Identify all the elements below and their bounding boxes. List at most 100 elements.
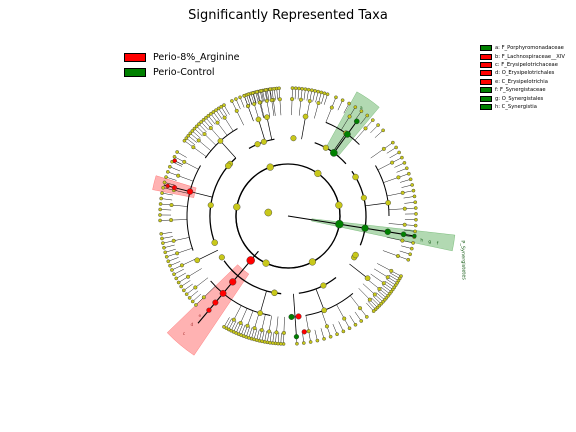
branch-link (223, 317, 230, 327)
branch-link (376, 292, 385, 301)
branch-link (323, 94, 328, 105)
branch-link (174, 156, 199, 170)
branch-link (274, 88, 276, 100)
taxon-node (302, 113, 309, 120)
branch-link (394, 162, 405, 168)
taxon-node (250, 91, 255, 95)
branch-link (354, 311, 362, 322)
branch-link (259, 290, 267, 314)
branch-link (192, 293, 202, 302)
branch-link (261, 90, 264, 102)
branch-link (267, 315, 272, 343)
branch-link (367, 301, 376, 310)
taxon-node (411, 188, 416, 193)
taxon-node (313, 89, 317, 93)
branch-link (160, 219, 188, 221)
taxon-node (290, 97, 295, 102)
taxon-node (242, 93, 247, 98)
branch-link (248, 94, 253, 105)
branch-link (192, 130, 201, 139)
clade-arc (209, 157, 237, 246)
taxon-node (229, 278, 237, 286)
branch-link (401, 245, 412, 249)
group-legend: Perio-8%_Arginine Perio-Control (124, 50, 239, 80)
branch-link (332, 323, 338, 335)
taxon-node (322, 144, 329, 151)
taxa-legend-item: e: C_Erysipelotrichia (480, 78, 565, 86)
taxon-node (197, 122, 201, 126)
branch-link (259, 314, 266, 341)
branch-link (382, 284, 392, 292)
taxon-node (252, 101, 257, 106)
taxa-label: b: F_Lachnospiraceae__XIV (495, 53, 565, 60)
branch-link (275, 316, 279, 344)
sector-letter: g (428, 240, 431, 245)
taxon-node (274, 330, 279, 335)
branch-link (366, 302, 374, 312)
clade-arc (210, 280, 271, 316)
taxon-node (385, 275, 390, 280)
sector-letter: f (437, 240, 439, 246)
branch-link (343, 103, 350, 114)
branch-link (340, 107, 356, 131)
branch-link (276, 88, 278, 100)
chart-title: Significantly Represented Taxa (188, 8, 388, 23)
branch-link (223, 105, 230, 115)
taxon-node (211, 110, 216, 114)
branch-link (203, 119, 222, 141)
taxon-node (341, 329, 346, 334)
taxon-node (295, 341, 299, 346)
branch-link (277, 332, 280, 344)
taxon-node (168, 164, 172, 169)
taxon-node (161, 185, 165, 190)
branch-link (303, 89, 306, 101)
branch-link (399, 250, 411, 255)
branch-link (382, 250, 409, 260)
taxon-node (271, 289, 278, 297)
branch-link (205, 117, 214, 127)
branch-link (178, 268, 202, 283)
taxon-node (394, 145, 398, 150)
taxon-node (160, 236, 164, 241)
taxon-node (238, 320, 243, 325)
taxon-node (364, 275, 371, 281)
branch-link (240, 324, 246, 336)
branch-link (210, 113, 228, 136)
sector-letter: a (360, 106, 363, 111)
branch-link (238, 323, 244, 335)
taxon-node (324, 324, 329, 329)
branch-link (188, 135, 197, 143)
sector-label-synergistetes: P_Synergistetes (459, 240, 466, 280)
taxon-node (162, 180, 167, 185)
taxon-node (216, 106, 221, 111)
taxon-node (290, 135, 297, 142)
taxa-label: h: C_Synergistia (495, 103, 537, 110)
taxon-node (257, 310, 263, 316)
clade-arc (375, 165, 390, 217)
taxon-node (293, 334, 300, 340)
taxon-node (409, 246, 414, 251)
taxon-node (252, 326, 257, 331)
taxon-node (347, 101, 351, 106)
taxon-node (206, 307, 212, 313)
taxon-node (190, 299, 195, 304)
taxon-node (267, 329, 272, 334)
legend-swatch-group-1 (124, 53, 146, 62)
taxon-node (371, 118, 375, 122)
taxon-node (269, 98, 274, 103)
taxon-node (264, 208, 273, 217)
taxon-node (222, 115, 227, 120)
taxon-node (367, 297, 372, 302)
taxon-node (257, 100, 262, 105)
taxon-node (414, 212, 418, 216)
taxon-node (347, 114, 352, 119)
branch-link (338, 321, 344, 332)
taxon-node (404, 166, 409, 171)
branch-link (404, 229, 416, 232)
taxa-legend-item: b: F_Lachnospiraceae__XIV (480, 52, 565, 60)
taxon-node (301, 329, 307, 335)
sector-letters: edc b a h g f a (165, 106, 439, 337)
branch-link (325, 97, 337, 123)
taxon-node (400, 231, 407, 238)
taxon-node (266, 163, 274, 171)
